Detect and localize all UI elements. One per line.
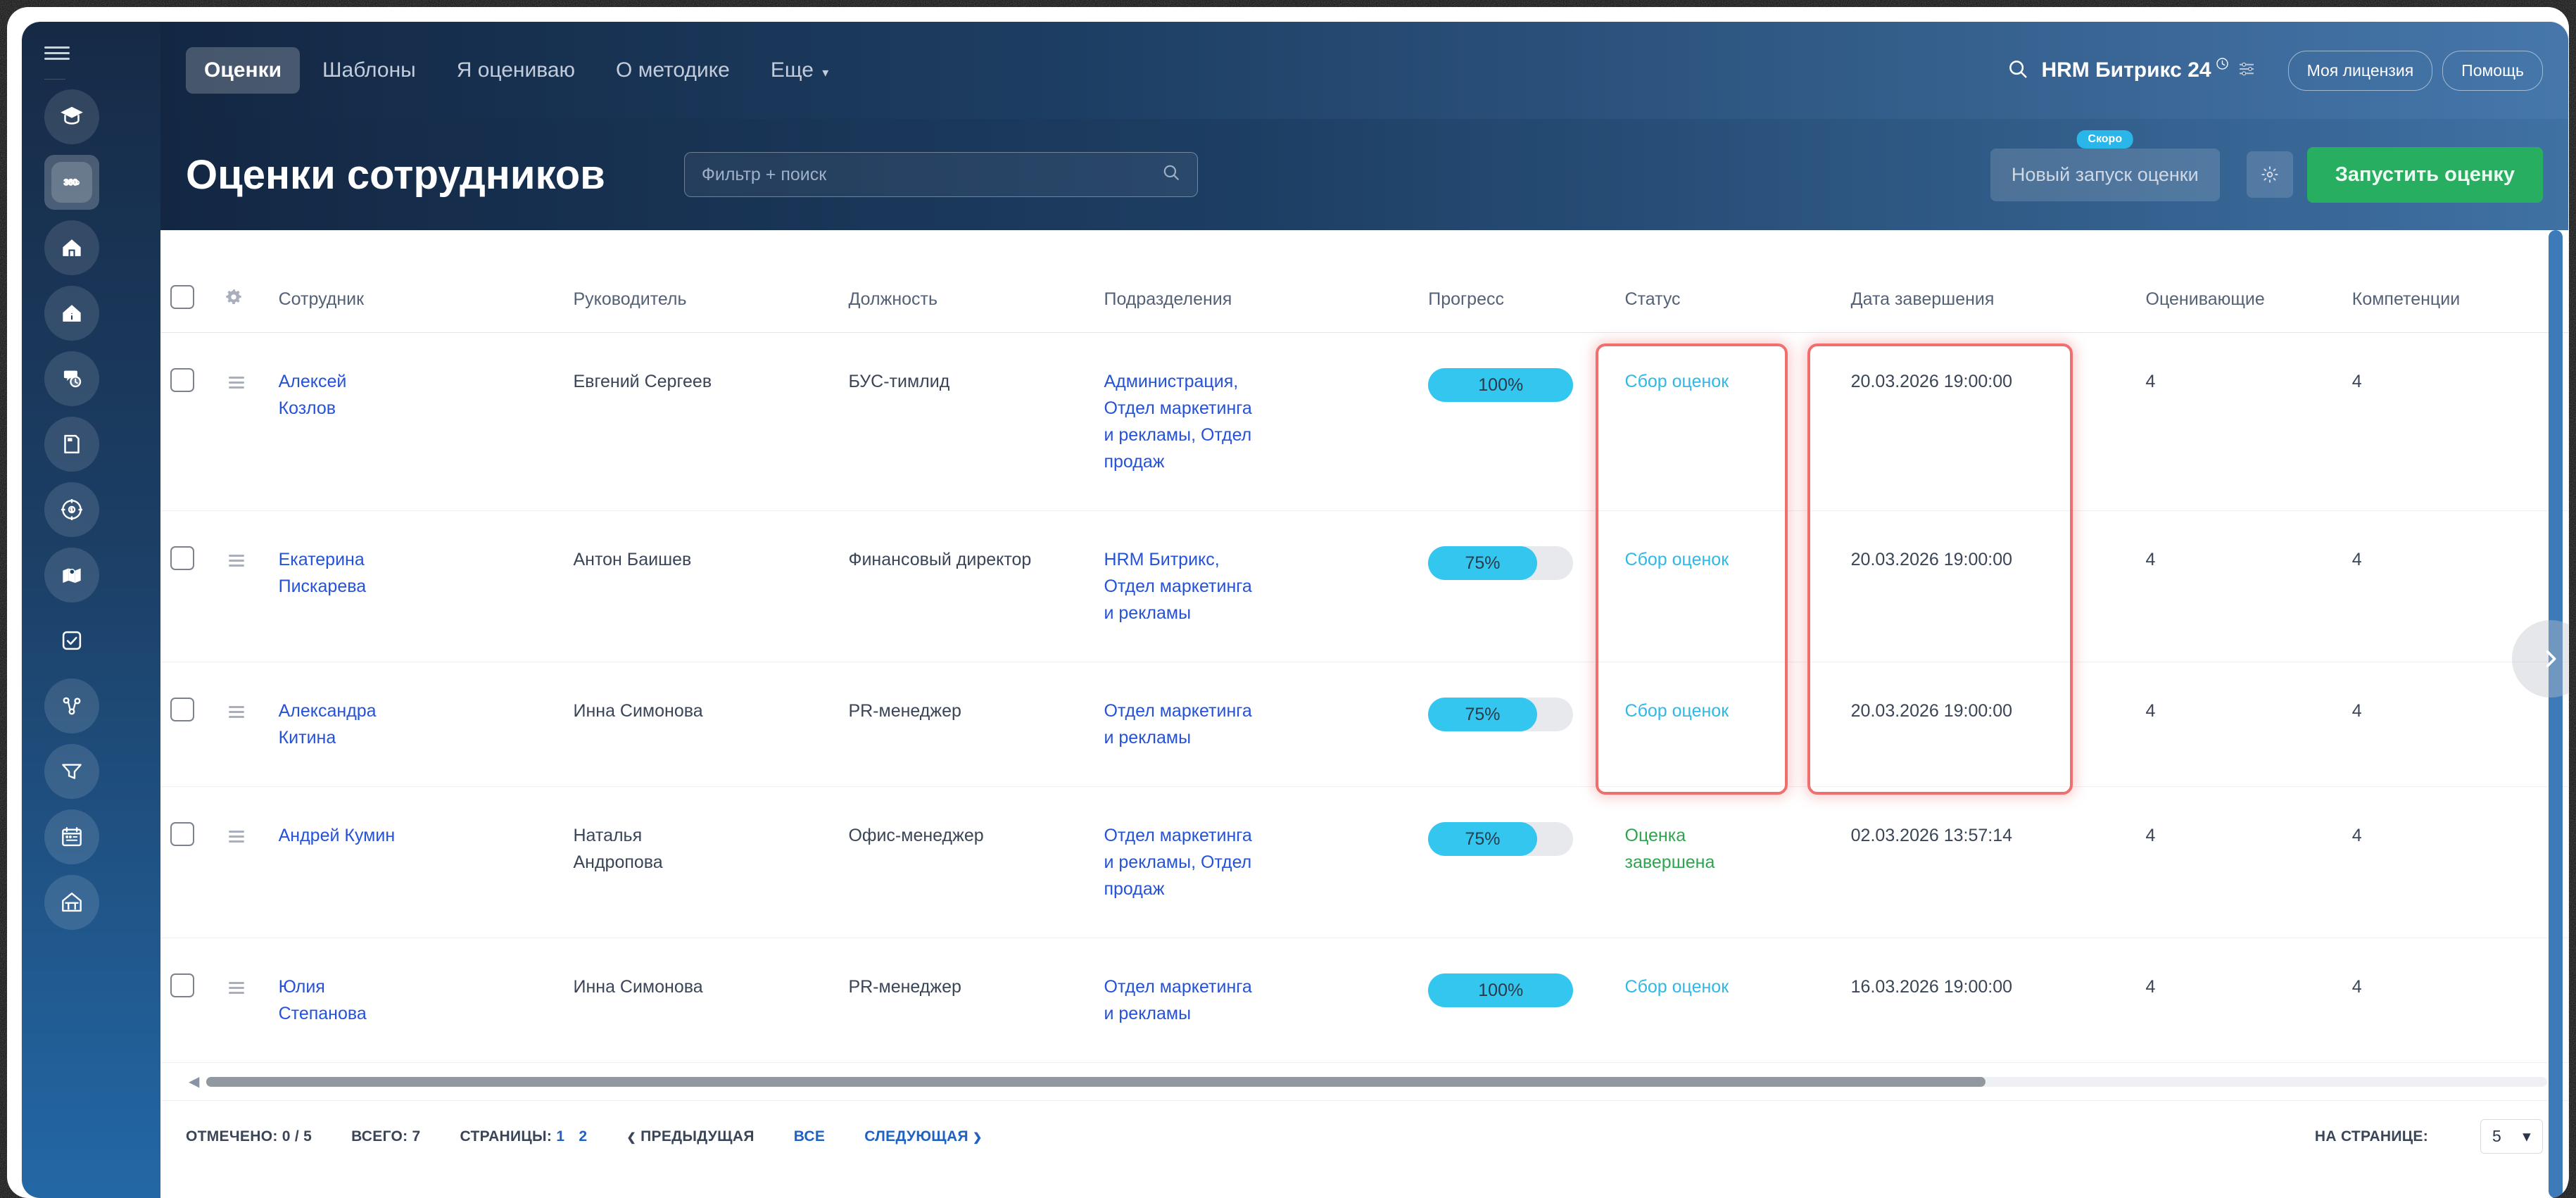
svg-text:1: 1	[70, 507, 73, 513]
svg-text:360: 360	[64, 179, 77, 187]
